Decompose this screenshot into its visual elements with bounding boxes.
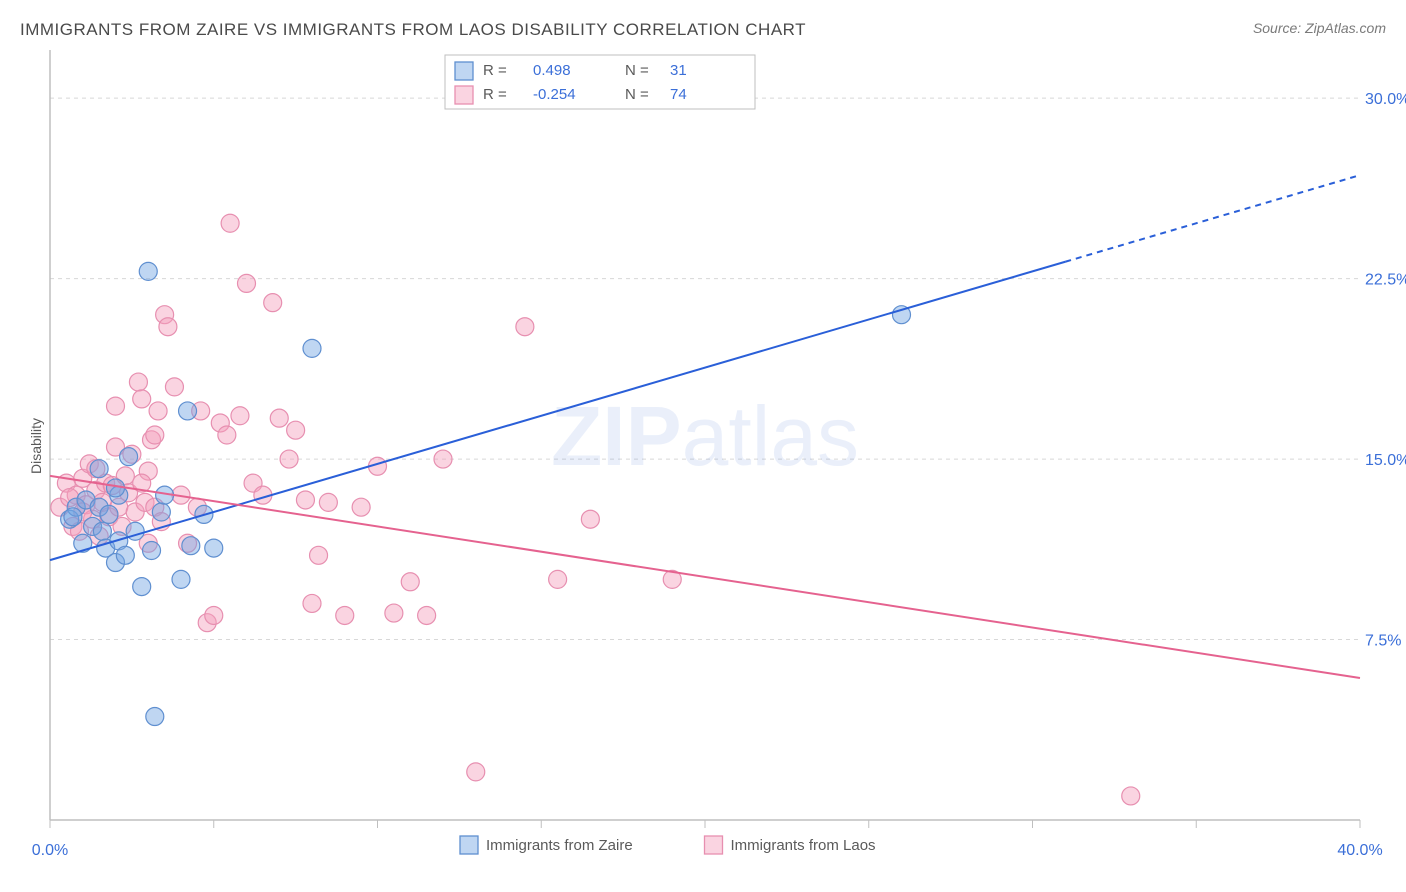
data-point	[218, 426, 236, 444]
legend-swatch	[455, 86, 473, 104]
y-tick-label: 30.0%	[1365, 91, 1406, 108]
data-point	[287, 421, 305, 439]
data-point	[205, 606, 223, 624]
data-point	[129, 373, 147, 391]
data-point	[165, 378, 183, 396]
data-point	[143, 542, 161, 560]
legend-label: Immigrants from Zaire	[486, 837, 633, 854]
data-point	[264, 294, 282, 312]
data-point	[516, 318, 534, 336]
regression-line	[50, 476, 1360, 678]
svg-text:N =: N =	[625, 86, 649, 103]
correlation-chart: IMMIGRANTS FROM ZAIRE VS IMMIGRANTS FROM…	[0, 0, 1406, 892]
data-point	[467, 763, 485, 781]
data-point	[238, 274, 256, 292]
data-point	[149, 402, 167, 420]
data-point	[231, 407, 249, 425]
data-point	[385, 604, 403, 622]
data-point	[581, 510, 599, 528]
data-point	[146, 708, 164, 726]
data-point	[303, 594, 321, 612]
svg-text:ZIPatlas: ZIPatlas	[551, 389, 859, 483]
data-point	[296, 491, 314, 509]
data-point	[107, 397, 125, 415]
data-point	[310, 546, 328, 564]
data-point	[146, 426, 164, 444]
data-point	[549, 570, 567, 588]
svg-text:31: 31	[670, 62, 687, 79]
legend-label: Immigrants from Laos	[731, 837, 876, 854]
data-point	[133, 390, 151, 408]
source-attribution: Source: ZipAtlas.com	[1253, 20, 1386, 36]
data-point	[182, 537, 200, 555]
data-point	[336, 606, 354, 624]
svg-text:R =: R =	[483, 62, 507, 79]
data-point	[116, 546, 134, 564]
legend-swatch	[460, 836, 478, 854]
data-point	[418, 606, 436, 624]
legend-swatch	[455, 62, 473, 80]
data-point	[159, 318, 177, 336]
data-point	[319, 493, 337, 511]
data-point	[352, 498, 370, 516]
data-point	[434, 450, 452, 468]
data-point	[172, 570, 190, 588]
data-point	[270, 409, 288, 427]
y-tick-label: 7.5%	[1365, 633, 1401, 650]
x-tick-label: 0.0%	[32, 842, 68, 859]
data-point	[401, 573, 419, 591]
regression-line-extrapolated	[1065, 175, 1360, 262]
svg-text:R =: R =	[483, 86, 507, 103]
y-tick-label: 15.0%	[1365, 452, 1406, 469]
data-point	[179, 402, 197, 420]
svg-text:N =: N =	[625, 62, 649, 79]
x-tick-label: 40.0%	[1337, 842, 1382, 859]
svg-text:0.498: 0.498	[533, 62, 571, 79]
data-point	[133, 578, 151, 596]
data-point	[221, 214, 239, 232]
data-point	[152, 503, 170, 521]
data-point	[90, 460, 108, 478]
svg-text:-0.254: -0.254	[533, 86, 576, 103]
data-point	[1122, 787, 1140, 805]
data-point	[205, 539, 223, 557]
chart-title: IMMIGRANTS FROM ZAIRE VS IMMIGRANTS FROM…	[20, 20, 806, 40]
y-axis-label: Disability	[28, 418, 44, 474]
data-point	[64, 508, 82, 526]
data-point	[303, 339, 321, 357]
data-point	[93, 522, 111, 540]
legend-swatch	[705, 836, 723, 854]
data-point	[139, 262, 157, 280]
data-point	[100, 505, 118, 523]
svg-text:74: 74	[670, 86, 687, 103]
data-point	[120, 448, 138, 466]
data-point	[280, 450, 298, 468]
y-tick-label: 22.5%	[1365, 272, 1406, 289]
chart-svg: ZIPatlas 7.5% 15.0% 22.5% 30.0% 0.0% 40.0% R = 0…	[0, 0, 1406, 892]
